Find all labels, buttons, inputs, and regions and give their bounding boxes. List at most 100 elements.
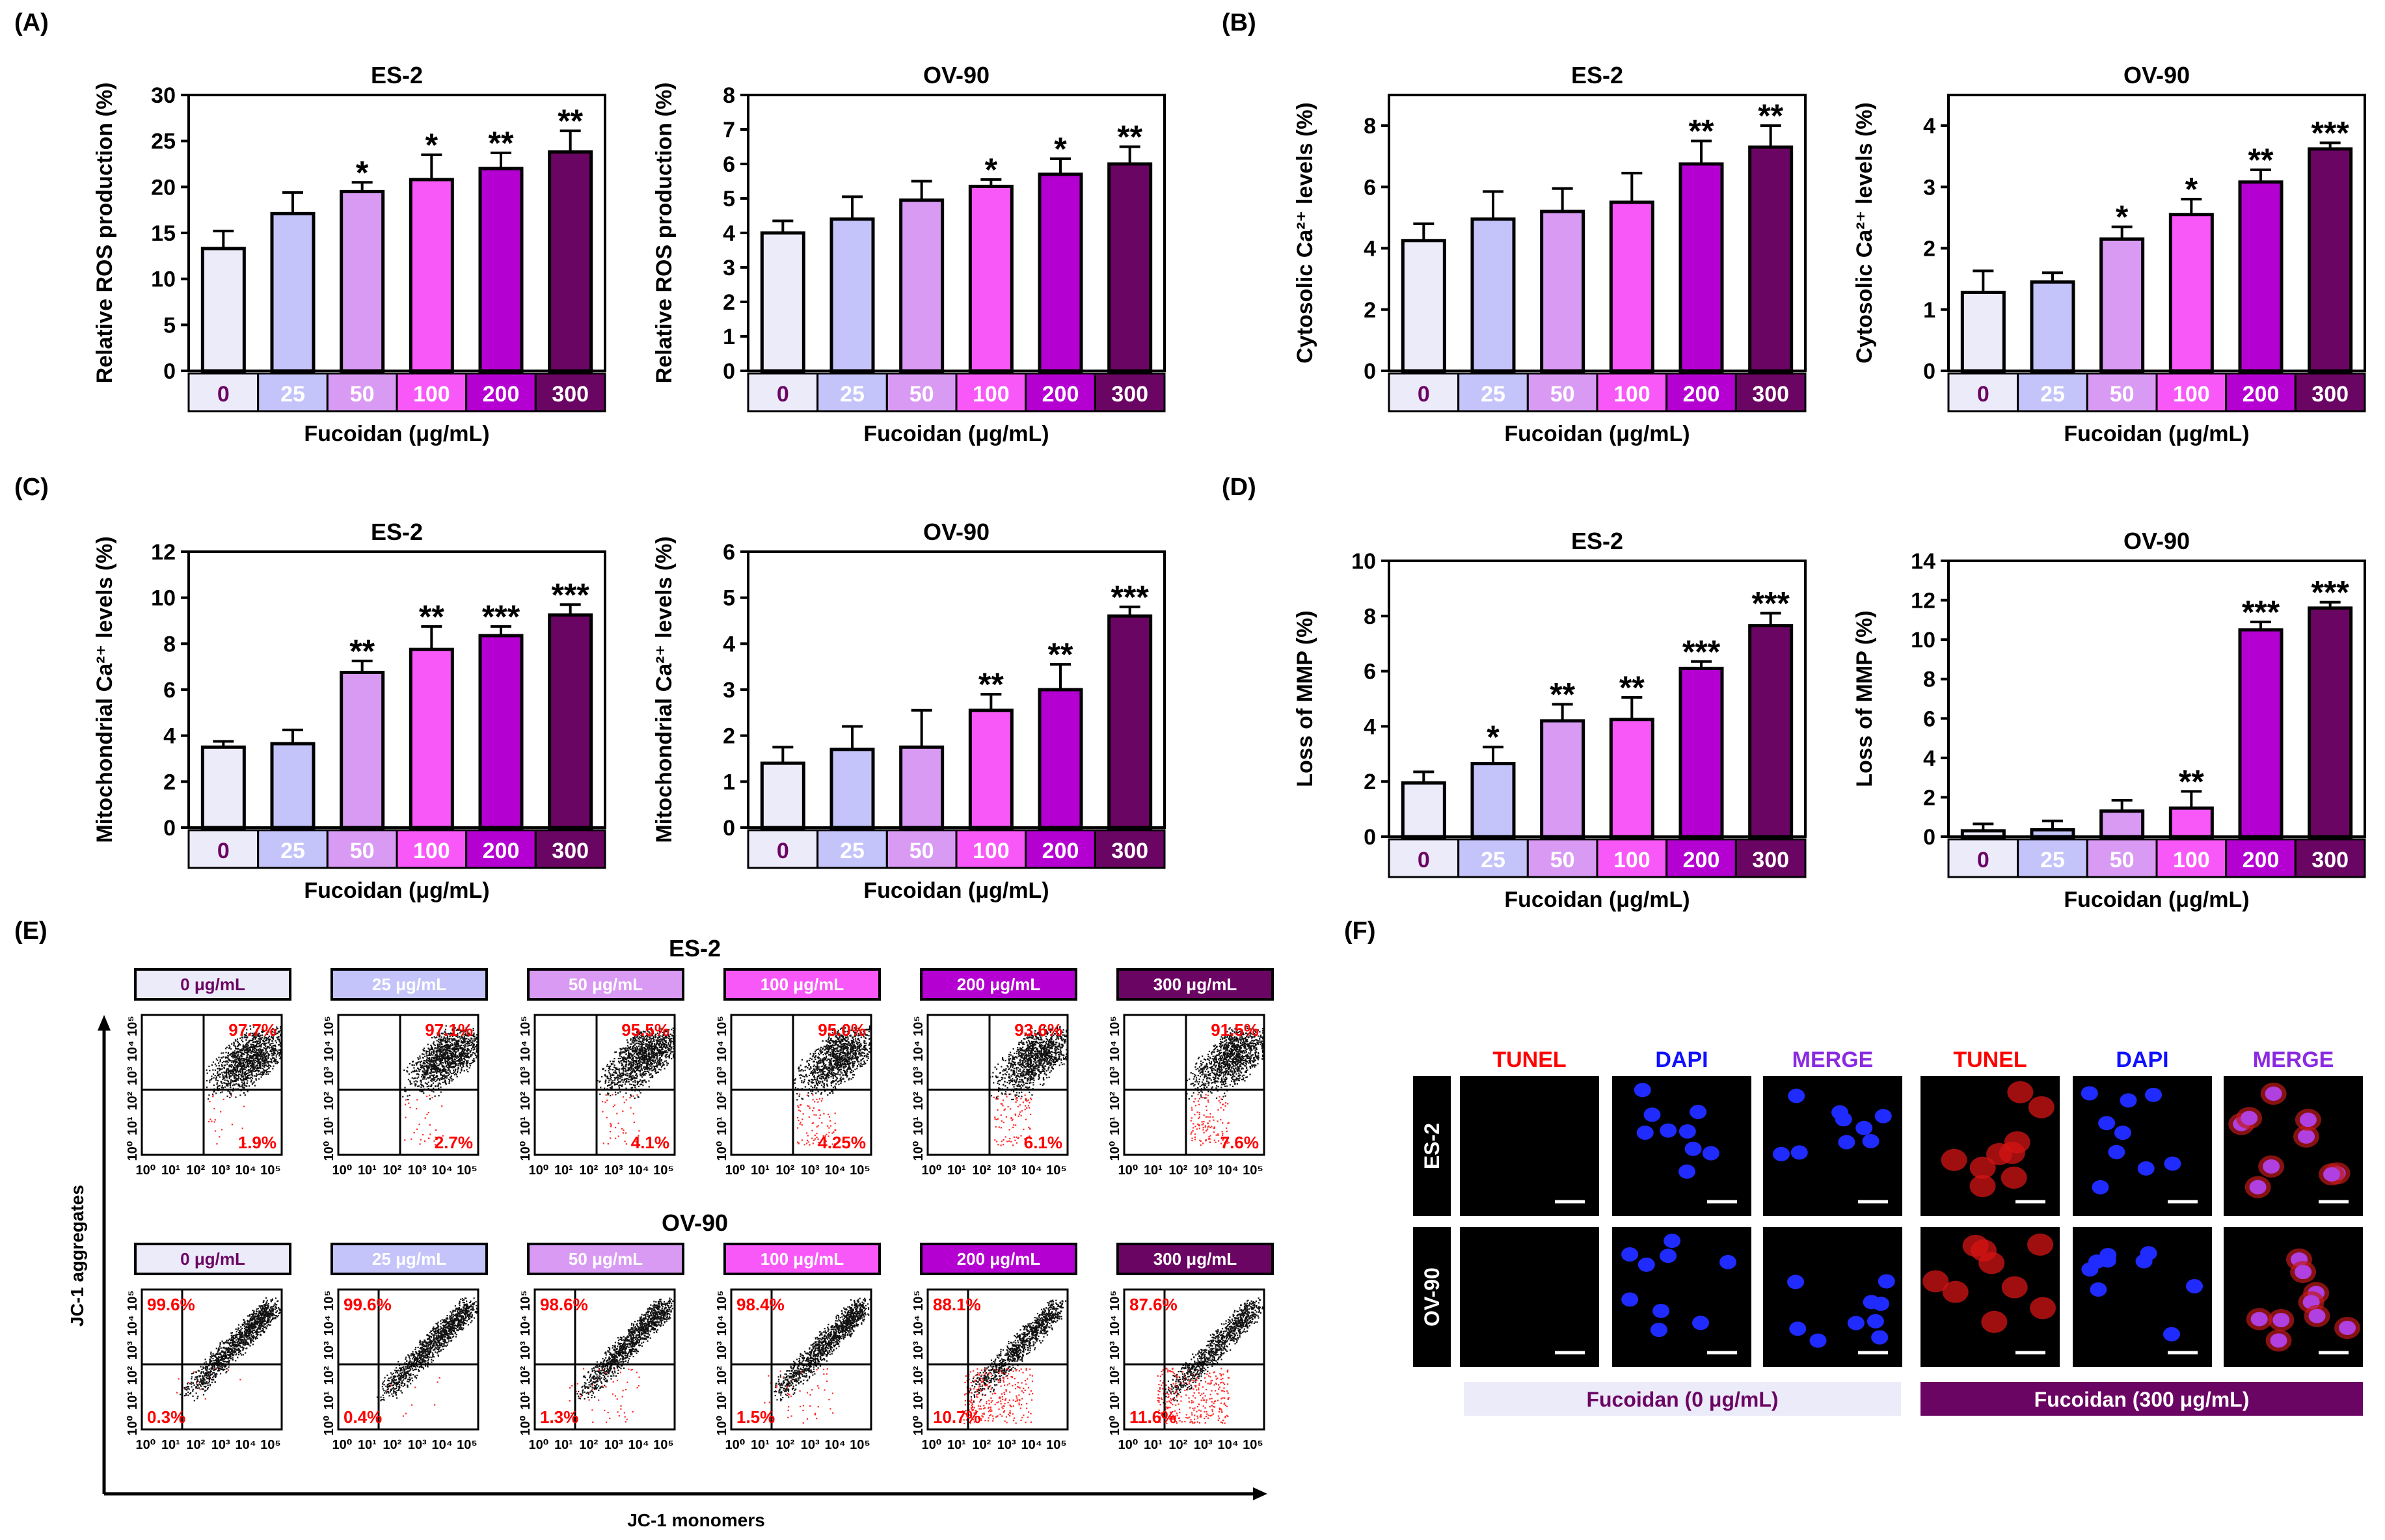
event-dot [618, 1087, 621, 1089]
event-dot [445, 1038, 447, 1040]
event-dot [472, 1045, 474, 1047]
event-dot [436, 1076, 438, 1078]
event-dot [277, 1053, 279, 1055]
event-dot [215, 1077, 217, 1079]
event-dot [244, 1064, 246, 1066]
event-dot [440, 1050, 442, 1052]
event-dot [822, 1058, 824, 1060]
event-dot [604, 1070, 606, 1072]
event-dot [422, 1086, 425, 1088]
event-dot [643, 1057, 645, 1059]
event-dot [672, 1027, 674, 1029]
event-dot [654, 1061, 656, 1063]
dose-cell [1947, 372, 2019, 412]
event-dot [474, 1046, 477, 1048]
event-dot [252, 1082, 254, 1084]
event-dot [265, 1049, 267, 1051]
event-dot [247, 1051, 249, 1053]
event-dot [643, 1043, 645, 1045]
event-dot [641, 1055, 643, 1057]
event-dot [230, 1071, 232, 1074]
event-dot [476, 1051, 478, 1053]
event-dot [450, 1062, 452, 1065]
event-dot [224, 1075, 226, 1077]
dose-label: 200 [1683, 382, 1720, 407]
event-dot [414, 1083, 416, 1085]
event-dot [656, 1053, 658, 1055]
event-dot-red [422, 1133, 424, 1136]
event-dot [440, 1033, 442, 1034]
event-dot [470, 1041, 472, 1043]
event-dot [258, 1060, 260, 1062]
event-dot [658, 1059, 660, 1062]
event-dot [448, 1074, 450, 1075]
event-dot [459, 1045, 461, 1047]
event-dot [234, 1039, 237, 1041]
event-dot [268, 1031, 270, 1033]
dose-label: 50 [2110, 848, 2135, 872]
event-dot [843, 1060, 845, 1062]
event-dot [658, 1049, 660, 1051]
event-dot [440, 1038, 442, 1040]
dose-label: 200 [483, 382, 520, 407]
event-dot [853, 1052, 856, 1054]
event-dot [212, 1093, 214, 1096]
event-dot [236, 1079, 237, 1081]
event-dot [234, 1053, 236, 1055]
event-dot [621, 1079, 623, 1081]
event-dot [216, 1083, 218, 1085]
event-dot [443, 1057, 446, 1059]
significance-mark: ** [1689, 113, 1714, 150]
y-axis-label: Mitochondrial Ca²⁺ levels (%) [92, 536, 117, 843]
event-dot [239, 1065, 241, 1067]
event-dot [615, 1051, 617, 1053]
event-dot [837, 1040, 839, 1043]
event-dot [461, 1061, 463, 1063]
event-dot [432, 1064, 435, 1067]
event-dot [221, 1052, 222, 1054]
bar [1470, 217, 1516, 373]
event-dot [649, 1069, 651, 1071]
event-dot [435, 1057, 437, 1059]
event-dot [630, 1095, 632, 1097]
event-dot [427, 1051, 429, 1053]
y-tick-label: 0 [723, 359, 735, 384]
event-dot [633, 1068, 635, 1071]
event-dot [457, 1064, 459, 1066]
event-dot [272, 1057, 274, 1059]
event-dot [276, 1027, 278, 1029]
event-dot [226, 1046, 228, 1048]
event-dot [658, 1045, 660, 1047]
event-dot [608, 1093, 610, 1095]
event-dot [662, 1031, 664, 1034]
event-dot [237, 1040, 239, 1042]
event-dot [467, 1061, 469, 1063]
event-dot [427, 1067, 429, 1070]
event-dot [641, 1076, 643, 1078]
event-dot [643, 1060, 645, 1063]
event-dot [833, 1074, 835, 1076]
event-dot [614, 1070, 616, 1072]
event-dot [657, 1062, 659, 1064]
bar [1540, 719, 1585, 839]
event-dot [436, 1068, 438, 1070]
event-dot [649, 1045, 652, 1047]
event-dot [271, 1049, 273, 1051]
event-dot [457, 1056, 459, 1059]
event-dot [440, 1077, 442, 1079]
event-dot-red [638, 1144, 640, 1146]
event-dot-red [625, 1099, 627, 1101]
event-dot [838, 1070, 840, 1072]
event-dot [453, 1074, 455, 1075]
event-dot [263, 1053, 265, 1055]
event-dot [432, 1042, 435, 1044]
event-dot [658, 1036, 661, 1038]
event-dot [470, 1055, 472, 1058]
event-dot [433, 1049, 435, 1051]
event-dot [251, 1033, 254, 1034]
event-dot [463, 1051, 465, 1053]
event-dot [232, 1066, 235, 1068]
event-dot [641, 1051, 643, 1053]
event-dot [448, 1066, 451, 1068]
event-dot [269, 1049, 271, 1051]
